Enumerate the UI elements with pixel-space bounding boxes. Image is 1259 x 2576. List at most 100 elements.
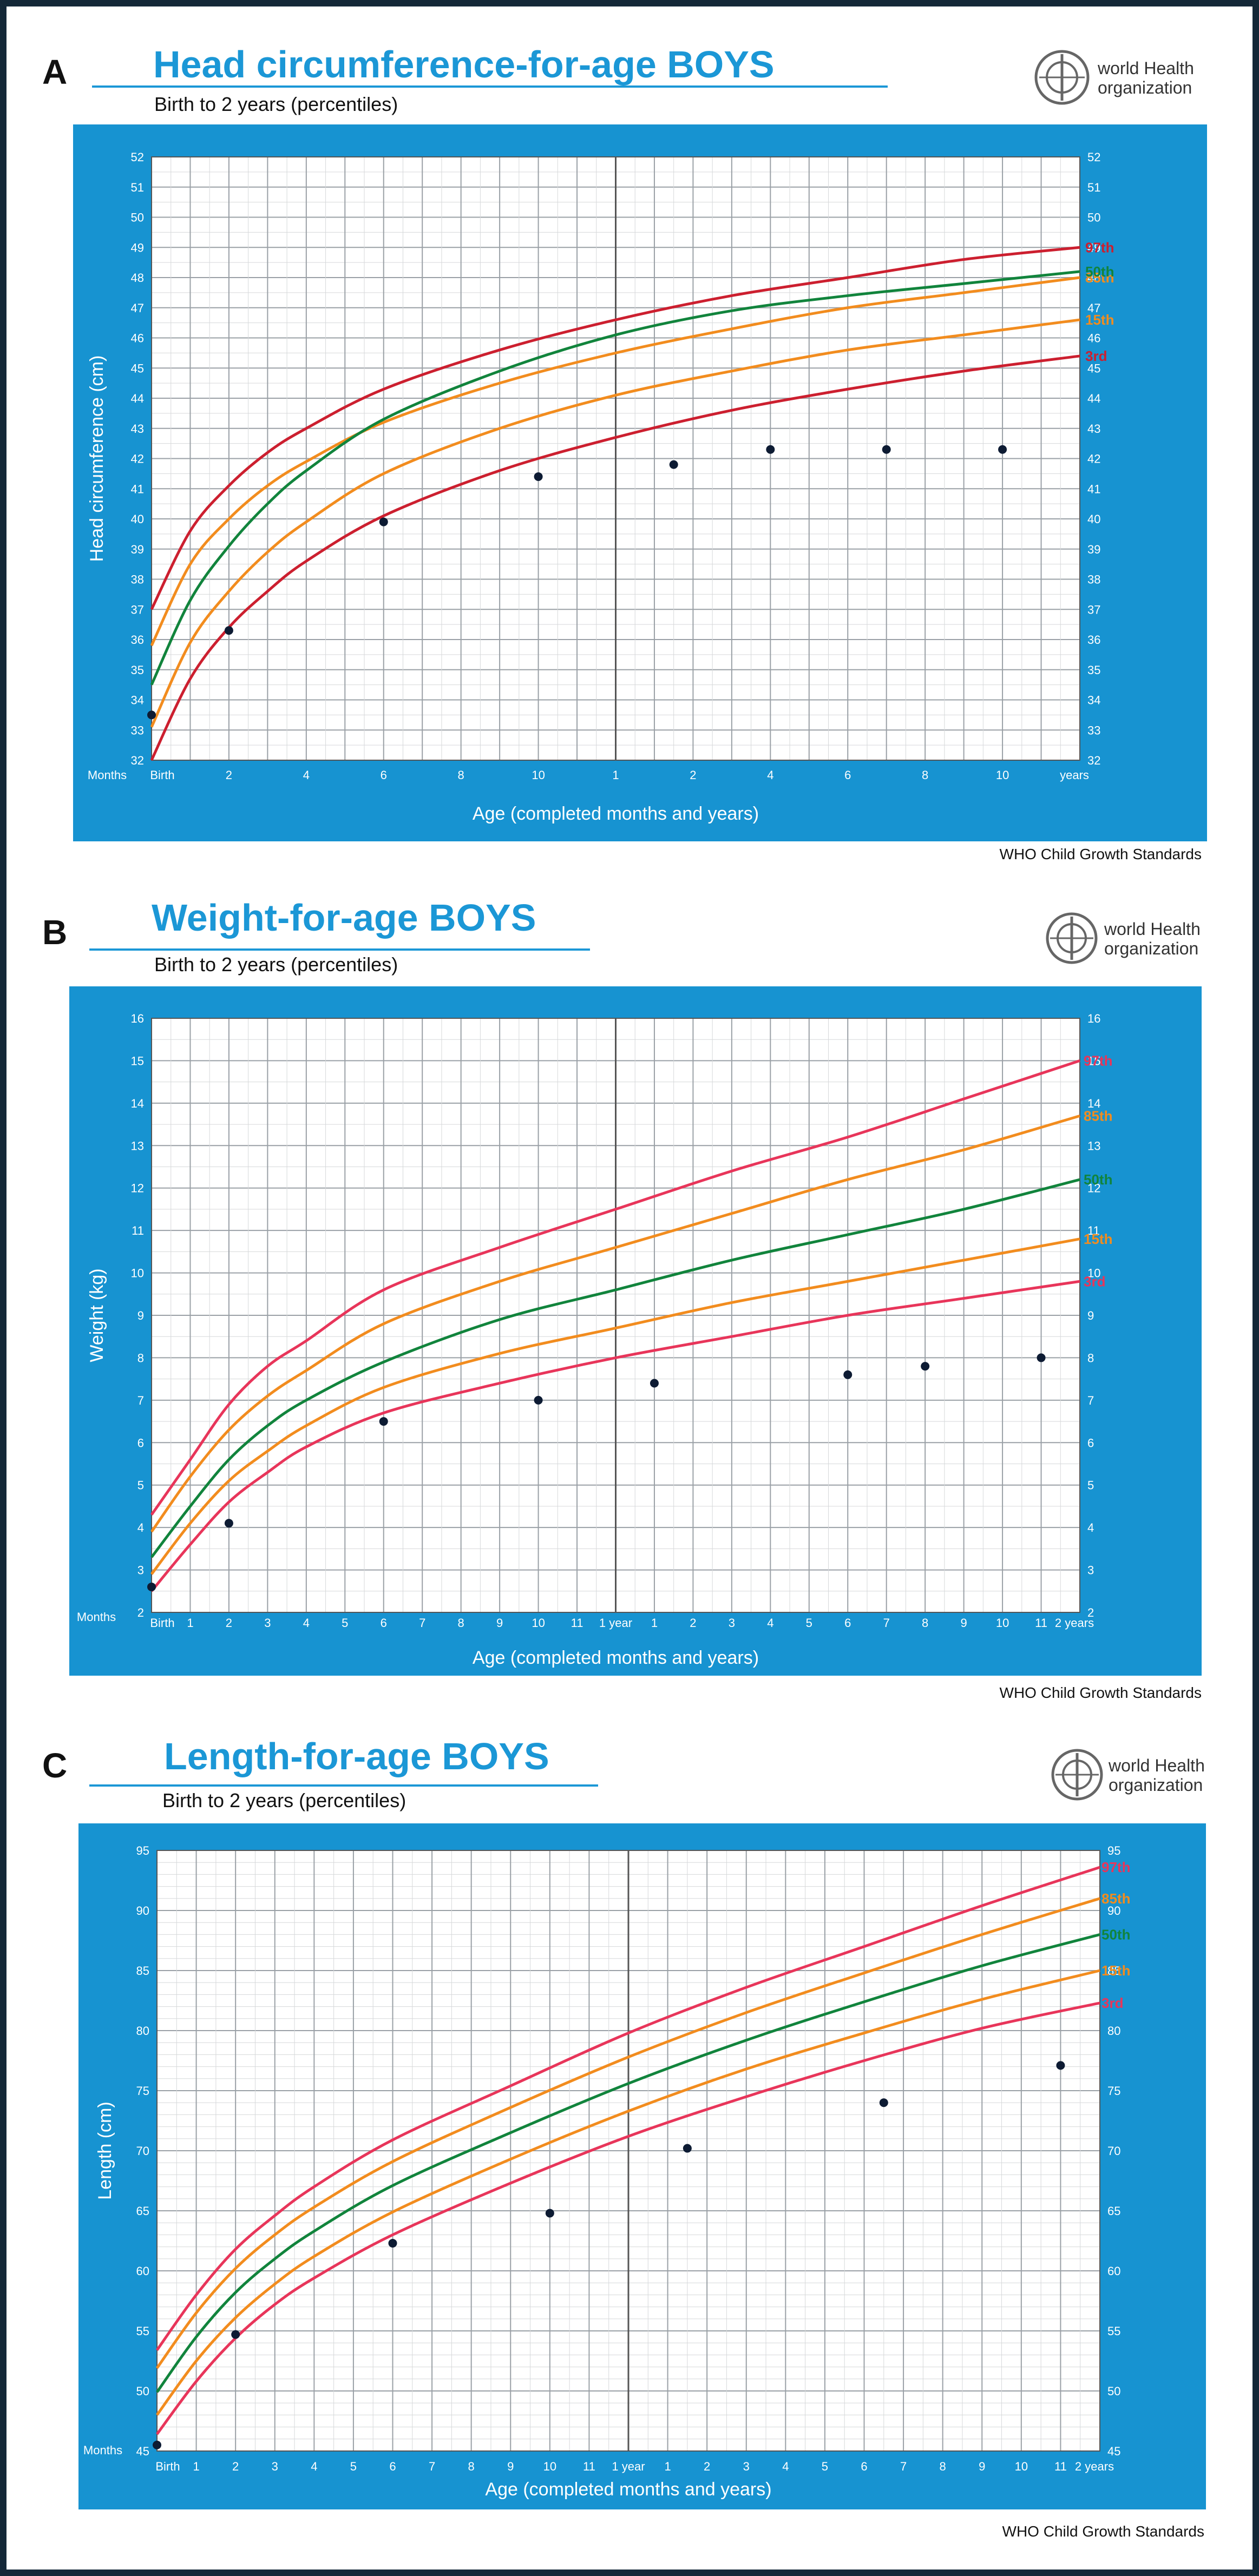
x-tick-label: 4 (303, 768, 310, 782)
x-tick-label: 9 (979, 2460, 985, 2473)
measurement-point (534, 1395, 543, 1405)
who-name-line2: organization (1109, 1775, 1203, 1795)
chart-footer: WHO Child Growth Standards (1002, 2523, 1204, 2540)
percentile-curve-97th (150, 1059, 1080, 1516)
y-tick-label-left: 43 (131, 422, 144, 436)
x-tick-label: 6 (381, 768, 387, 782)
x-tick-label: 6 (844, 1616, 851, 1630)
y-axis-label: Weight (kg) (87, 1268, 107, 1362)
x-tick-label: Birth (150, 768, 174, 782)
chart-subtitle: Birth to 2 years (percentiles) (154, 953, 398, 976)
y-tick-label-right: 9 (1087, 1309, 1094, 1322)
x-tick-label: 1 year (612, 2460, 645, 2473)
y-tick-label-left: 3 (137, 1564, 144, 1577)
x-tick-label: 10 (996, 1616, 1009, 1630)
percentile-curve-97th (155, 1866, 1100, 2351)
measurement-point (224, 626, 233, 635)
y-tick-label-left: 36 (131, 633, 144, 647)
y-tick-label-right: 46 (1087, 332, 1100, 345)
panel-letter: A (42, 52, 67, 91)
measurement-point (843, 1370, 853, 1379)
y-tick-label-left: 11 (132, 1224, 144, 1237)
y-tick-label-left: 50 (136, 2384, 149, 2398)
y-tick-label-right: 14 (1087, 1097, 1100, 1110)
x-tick-label: years (1060, 768, 1089, 782)
x-tick-label: 10 (543, 2460, 556, 2473)
x-tick-label: 2 (232, 2460, 239, 2473)
y-tick-label-left: 8 (137, 1351, 144, 1365)
chart-footer: WHO Child Growth Standards (1000, 1684, 1202, 1701)
percentile-curve-50th (150, 1178, 1080, 1558)
x-tick-label: 1 year (599, 1616, 632, 1630)
measurement-point (388, 2238, 397, 2248)
y-tick-label-right: 13 (1087, 1139, 1100, 1152)
y-tick-label-right: 12 (1087, 1182, 1100, 1195)
y-tick-label-left: 34 (131, 694, 144, 707)
y-tick-label-left: 44 (131, 392, 144, 405)
chart-title: Head circumference-for-age BOYS (153, 43, 775, 85)
x-tick-label: 8 (458, 768, 464, 782)
measurement-point (379, 517, 388, 526)
percentile-label: 85th (1085, 269, 1114, 286)
percentile-curve-50th (155, 1933, 1100, 2393)
y-tick-label-left: 85 (136, 1964, 149, 1978)
x-axis-label: Age (completed months and years) (473, 1648, 759, 1668)
grid (151, 156, 1080, 761)
y-tick-label-left: 90 (136, 1904, 149, 1918)
x-tick-label: 8 (458, 1616, 464, 1630)
percentile-label: 3rd (1085, 348, 1107, 364)
x-tick-label: Birth (150, 1616, 174, 1630)
x-tick-label: 8 (940, 2460, 946, 2473)
y-tick-label-right: 8 (1087, 1351, 1094, 1365)
measurement-point (650, 1379, 659, 1388)
x-tick-label: 8 (468, 2460, 475, 2473)
x-tick-label: 10 (996, 768, 1009, 782)
percentile-label: 97th (1085, 239, 1114, 255)
percentile-label: 85th (1101, 1890, 1130, 1907)
percentile-label: 50th (1101, 1926, 1130, 1942)
x-tick-label: 9 (961, 1616, 967, 1630)
x-axis-label: Age (completed months and years) (473, 803, 759, 824)
y-tick-label-left: 5 (137, 1479, 144, 1492)
y-tick-label-left: 45 (131, 361, 144, 375)
measurement-point (1056, 2061, 1065, 2070)
y-tick-label-right: 45 (1087, 361, 1100, 375)
percentile-curve-15th (155, 1969, 1100, 2416)
x-tick-label: 2 (690, 1616, 696, 1630)
measurement-point (882, 445, 891, 454)
panel-letter: C (42, 1746, 67, 1785)
x-tick-label: 9 (496, 1616, 503, 1630)
x-tick-label: 3 (272, 2460, 278, 2473)
plot-border (151, 156, 1080, 761)
percentile-curve-3rd (150, 1280, 1080, 1592)
y-tick-label-right: 6 (1087, 1436, 1094, 1450)
who-name-line2: organization (1104, 939, 1198, 958)
y-tick-label-left: 75 (136, 2084, 149, 2098)
x-tick-label: 7 (419, 1616, 425, 1630)
x-tick-label: 6 (389, 2460, 396, 2473)
chart-title: Weight-for-age BOYS (152, 897, 536, 939)
y-tick-label-left: 4 (137, 1521, 144, 1534)
percentile-label: 15th (1101, 1962, 1130, 1979)
y-tick-label-right: 2 (1087, 1606, 1094, 1619)
y-tick-label-right: 35 (1087, 663, 1100, 677)
x-tick-label: 10 (532, 1616, 545, 1630)
y-axis-label: Head circumference (cm) (87, 355, 107, 562)
percentile-curve-50th (150, 270, 1080, 686)
percentile-label: 50th (1084, 1171, 1112, 1188)
y-tick-label-left: 12 (131, 1182, 144, 1195)
measurement-point (153, 2440, 161, 2449)
percentile-label: 97th (1084, 1052, 1112, 1069)
y-tick-label-right: 47 (1087, 301, 1100, 315)
x-tick-label: 5 (350, 2460, 357, 2473)
x-tick-label: 5 (342, 1616, 348, 1630)
who-name-line1: world Health (1104, 919, 1201, 939)
chart-subtitle: Birth to 2 years (percentiles) (162, 1789, 406, 1811)
measurement-point (231, 2330, 240, 2339)
x-tick-label: 1 (612, 768, 619, 782)
y-tick-label-left: 80 (136, 2024, 149, 2038)
y-tick-label-left: 16 (131, 1012, 144, 1025)
y-tick-label-right: 42 (1087, 452, 1100, 466)
y-tick-label-left: 38 (131, 573, 144, 587)
